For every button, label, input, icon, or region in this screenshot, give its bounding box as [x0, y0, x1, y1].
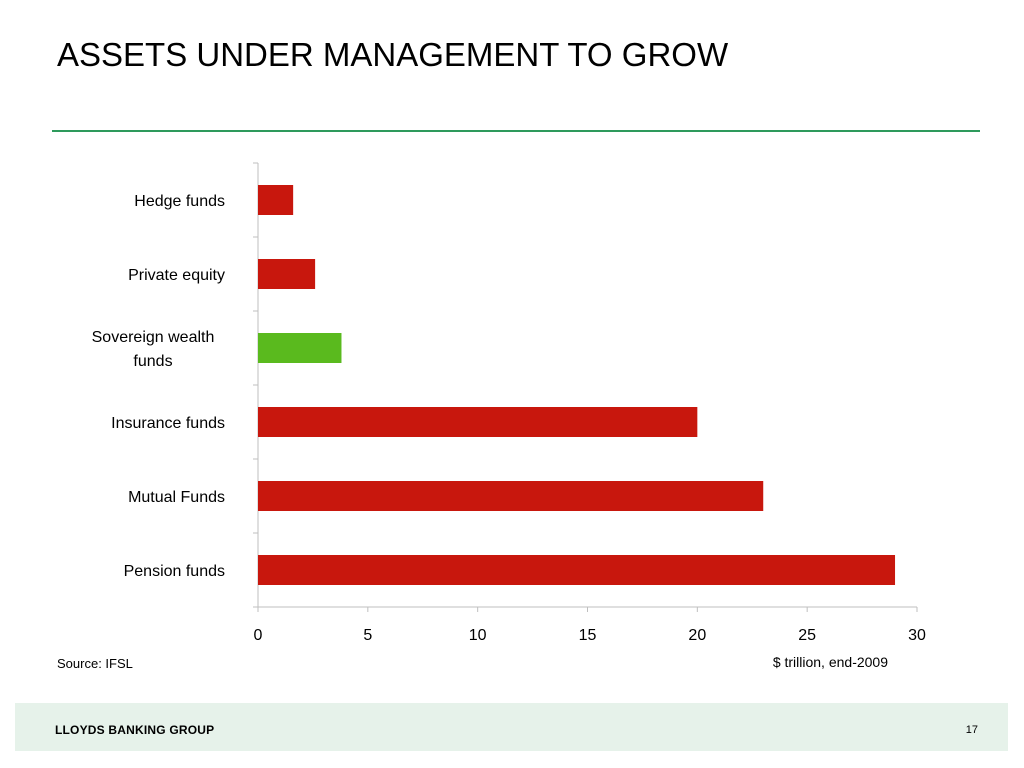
bar — [258, 259, 316, 289]
bar-chart: 0 5 10 15 20 25 30 $ trillion, end-2009 Hedge fu… — [92, 162, 926, 670]
x-tick-label: 25 — [798, 627, 816, 644]
slide-title: ASSETS UNDER MANAGEMENT TO GROW — [57, 36, 729, 73]
x-tick-label: 10 — [469, 627, 487, 644]
x-axis-label: $ trillion, end-2009 — [773, 654, 888, 670]
page-number: 17 — [965, 724, 978, 736]
x-tick-label: 0 — [254, 627, 263, 644]
category-label: Insurance funds — [111, 415, 225, 432]
x-tick-label: 15 — [579, 627, 597, 644]
x-tick-label: 20 — [688, 627, 706, 644]
title-divider — [52, 130, 980, 132]
category-label: Mutual Funds — [128, 489, 225, 506]
footer-brand: LLOYDS BANKING GROUP — [55, 723, 215, 737]
bar — [258, 333, 342, 363]
x-tick-label: 30 — [908, 627, 926, 644]
x-tick-label: 5 — [363, 627, 372, 644]
category-label: Pension funds — [124, 563, 225, 580]
category-label: Hedge funds — [134, 193, 225, 210]
category-label: Sovereign wealth funds — [92, 329, 215, 370]
footer-bar: LLOYDS BANKING GROUP 17 — [15, 703, 1008, 751]
category-label: Private equity — [128, 267, 225, 284]
bar — [258, 185, 294, 215]
source-note: Source: IFSL — [57, 656, 133, 671]
bar — [258, 407, 698, 437]
bar — [258, 481, 764, 511]
bar — [258, 555, 896, 585]
